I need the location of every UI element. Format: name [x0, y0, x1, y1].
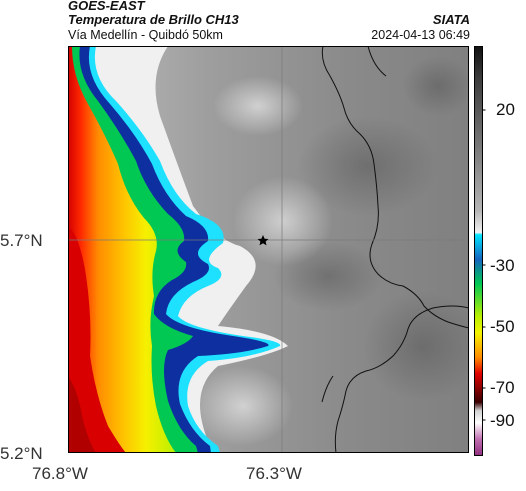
star-marker	[257, 235, 269, 246]
region-label: Vía Medellín - Quibdó 50km	[68, 28, 223, 42]
product-title: Temperatura de Brillo CH13	[68, 12, 239, 27]
lon-tick-label: 76.8°W	[32, 464, 88, 483]
timestamp: 2024-04-13 06:49	[371, 28, 470, 42]
satellite-map	[68, 46, 469, 453]
agency-label: SIATA	[432, 12, 470, 27]
lat-tick-label: 5.7°N	[0, 231, 43, 250]
colorbar	[474, 46, 486, 456]
colorbar-tick-label: -30	[490, 256, 515, 275]
colorbar-tick-label: 20	[496, 100, 515, 119]
colorbar-tick-label: -90	[490, 411, 515, 430]
colorbar-tick-label: -70	[490, 378, 515, 397]
map-gridlines	[68, 46, 469, 453]
department-boundaries	[321, 46, 469, 453]
colorbar-tick-label: -50	[490, 317, 515, 336]
map-frame	[68, 46, 469, 453]
satellite-name: GOES-EAST	[68, 0, 145, 13]
lon-tick-label: 76.3°W	[246, 464, 302, 483]
brightness-temperature-field	[68, 46, 469, 453]
lat-tick-label: 5.2°N	[0, 444, 43, 463]
